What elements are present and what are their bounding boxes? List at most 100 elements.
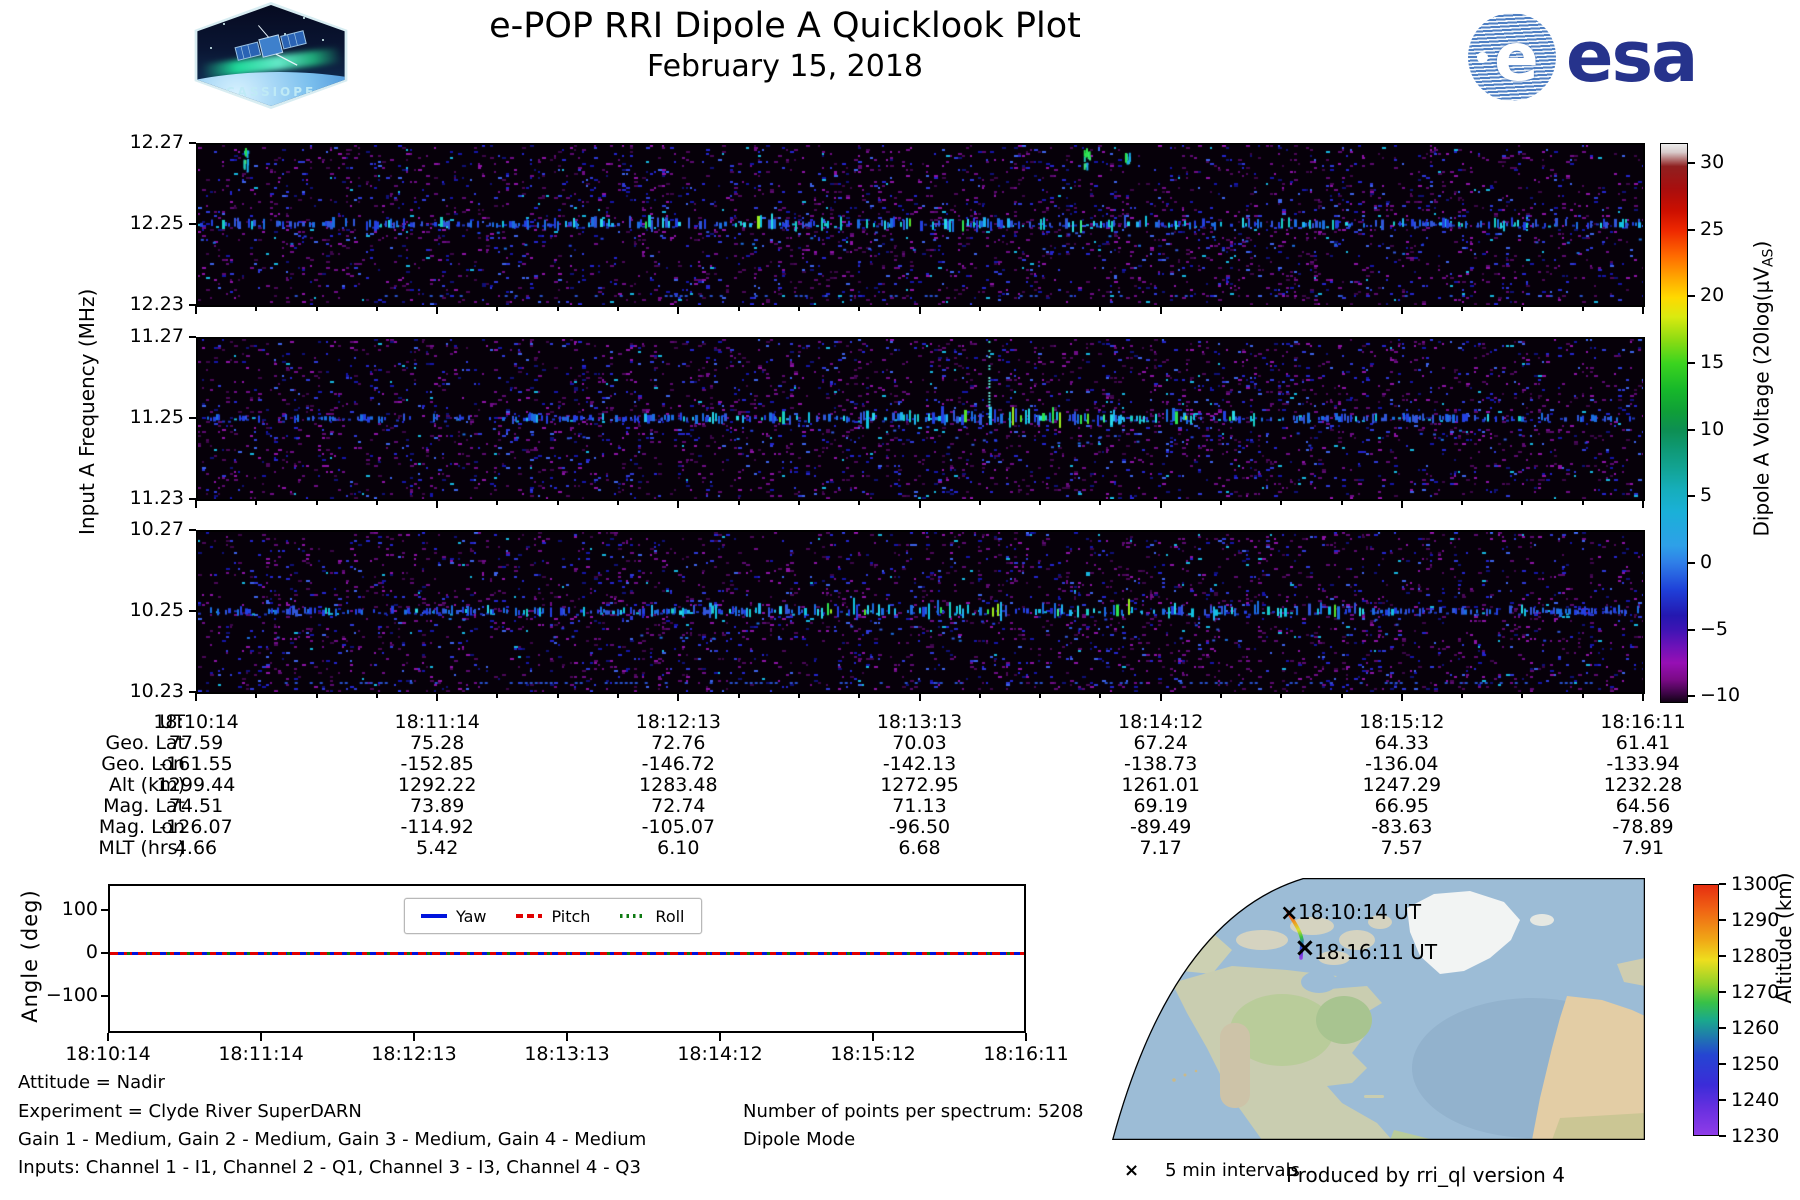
star-icon xyxy=(210,47,213,50)
time-tick-mark xyxy=(858,500,861,505)
time-tick-mark xyxy=(858,306,861,311)
ephemeris-cell: -133.94 xyxy=(1606,753,1680,775)
freq-tick-label: 11.27 xyxy=(129,325,184,347)
esa-globe-letter: e xyxy=(1494,19,1539,96)
legend-label: Yaw xyxy=(456,906,487,926)
angle-ytick-mark xyxy=(101,909,108,911)
freq-tick-mark xyxy=(189,529,196,531)
map-hudson-bay xyxy=(1301,971,1337,993)
map-land-alaska xyxy=(1112,926,1232,974)
map-land-iceland xyxy=(1530,914,1554,926)
ephemeris-cell: 64.33 xyxy=(1374,732,1430,754)
ephemeris-cell: -89.49 xyxy=(1130,816,1192,838)
ephemeris-cell: 1232.28 xyxy=(1603,774,1683,796)
freq-tick-mark xyxy=(189,610,196,612)
time-tick-mark xyxy=(1581,500,1584,505)
ephemeris-cell: 1261.01 xyxy=(1121,774,1200,796)
time-tick-mark xyxy=(1219,500,1222,505)
ephemeris-cell: 71.13 xyxy=(892,795,947,817)
freq-tick-mark xyxy=(189,417,196,419)
cbar-tick-label: −10 xyxy=(1700,684,1741,707)
ephemeris-cell: 75.28 xyxy=(409,732,465,754)
ephemeris-cell: 6.68 xyxy=(898,837,941,859)
ephemeris-row-label: Alt (km) xyxy=(108,774,185,796)
map-island xyxy=(1172,1078,1176,1082)
map-arctic-island xyxy=(1368,915,1392,929)
time-tick-mark xyxy=(255,500,258,505)
alt-tick-label: 1300 xyxy=(1731,873,1780,895)
ephemeris-cell: 73.89 xyxy=(409,795,465,817)
map-area: × × 18:10:14 UT 18:16:11 UT xyxy=(1112,878,1645,1140)
track-end-marker: × xyxy=(1294,933,1316,963)
time-tick-mark xyxy=(1461,500,1464,505)
ephemeris-cell: 7.57 xyxy=(1380,837,1423,859)
cassiope-logo-text: CASSIOPE xyxy=(225,84,317,99)
info-attitude: Attitude = Nadir xyxy=(18,1072,165,1093)
legend-label: Pitch xyxy=(551,906,591,926)
time-tick-mark xyxy=(1219,693,1222,698)
time-tick-mark xyxy=(1461,306,1464,311)
page-title: e-POP RRI Dipole A Quicklook Plot xyxy=(489,6,1081,46)
angle-xtick-mark xyxy=(1025,1033,1027,1041)
time-tick-mark xyxy=(436,693,439,701)
alt-tick-mark xyxy=(1719,1063,1726,1065)
cbar-tick-label: 0 xyxy=(1700,551,1713,573)
time-tick-mark xyxy=(918,306,921,314)
altitude-colorbar-label: Altitude (km) xyxy=(1772,872,1796,1004)
angle-ytick-mark xyxy=(101,995,108,997)
time-tick-mark xyxy=(1159,306,1162,314)
cbar-tick-mark xyxy=(1688,562,1695,564)
voltage-colorbar xyxy=(1660,143,1688,703)
time-tick-mark xyxy=(195,306,197,314)
ephemeris-cell: 72.76 xyxy=(651,732,706,754)
time-tick-mark xyxy=(1461,693,1464,698)
map-land-cuba xyxy=(1364,1095,1384,1098)
freq-tick-label: 10.23 xyxy=(129,680,184,702)
time-tick-mark xyxy=(617,500,620,505)
ephemeris-cell: -152.85 xyxy=(400,753,474,775)
ephemeris-cell: 7.91 xyxy=(1621,837,1665,859)
ephemeris-cell: 18:12:13 xyxy=(635,711,721,733)
map-border xyxy=(1112,878,1645,1140)
time-tick-mark xyxy=(677,693,680,701)
time-tick-mark xyxy=(195,500,197,508)
angle-ytick-label: −100 xyxy=(45,984,98,1006)
freq-tick-label: 12.27 xyxy=(129,131,184,153)
alt-tick-label: 1270 xyxy=(1731,981,1780,1003)
time-tick-mark xyxy=(436,306,439,314)
angle-xtick-label: 18:13:13 xyxy=(524,1043,610,1065)
ephemeris-row-label: MLT (hrs) xyxy=(98,837,185,859)
alt-tick-label: 1250 xyxy=(1731,1053,1780,1075)
time-tick-mark xyxy=(255,693,258,698)
time-tick-mark xyxy=(1400,693,1403,701)
map-land-iberia xyxy=(1617,958,1645,986)
map-land-east xyxy=(1316,996,1372,1044)
ephemeris-row-label: Mag. Lon xyxy=(98,816,185,838)
time-tick-mark xyxy=(375,500,378,505)
alt-tick-mark xyxy=(1719,919,1726,921)
cbar-tick-label: 15 xyxy=(1700,351,1725,373)
ephemeris-cell: -83.63 xyxy=(1371,816,1433,838)
ephemeris-cell: 1292.22 xyxy=(397,774,477,796)
alt-tick-label: 1260 xyxy=(1731,1017,1780,1039)
spectrogram-panel-10mhz xyxy=(196,530,1645,694)
time-tick-mark xyxy=(315,306,318,311)
freq-tick-label: 10.27 xyxy=(129,518,184,540)
time-tick-mark xyxy=(1581,693,1584,698)
info-inputs: Inputs: Channel 1 - I1, Channel 2 - Q1, … xyxy=(18,1157,641,1178)
angle-xtick-label: 18:10:14 xyxy=(65,1043,151,1065)
dashed-line-sample xyxy=(516,914,543,918)
angle-ytick-label: 100 xyxy=(61,898,98,920)
map-arctic-island xyxy=(1290,917,1334,935)
time-tick-mark xyxy=(737,693,740,698)
time-tick-mark xyxy=(797,500,800,505)
time-tick-mark xyxy=(556,693,559,698)
time-tick-mark xyxy=(1159,693,1162,701)
time-tick-mark xyxy=(858,693,861,698)
time-tick-mark xyxy=(1521,500,1524,505)
info-points-per-spectrum: Number of points per spectrum: 5208 xyxy=(743,1101,1084,1122)
spectrogram-panel-11mhz xyxy=(196,337,1645,501)
star-icon xyxy=(322,39,325,42)
time-tick-mark xyxy=(436,500,439,508)
satellite-icon xyxy=(234,25,307,66)
